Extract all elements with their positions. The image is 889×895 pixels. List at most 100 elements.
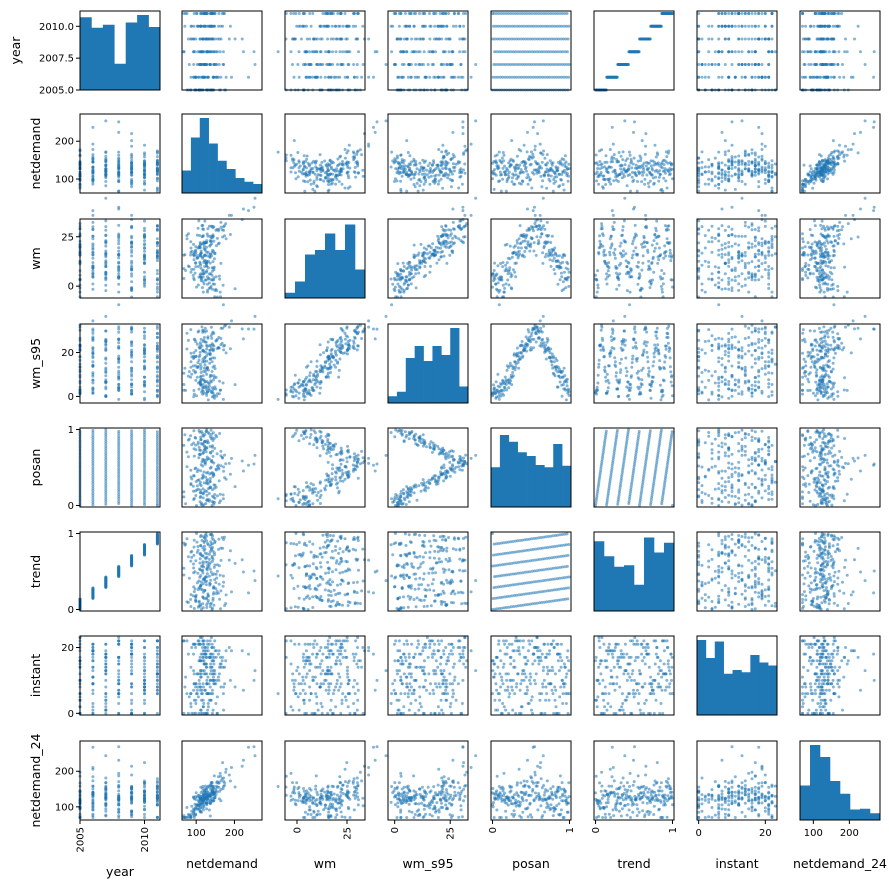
scatter-point (463, 162, 467, 166)
scatter-point (617, 160, 621, 164)
scatter-point (518, 163, 522, 167)
scatter-point (707, 265, 711, 269)
scatter-point (452, 227, 456, 231)
scatter-point (461, 205, 465, 209)
scatter-point (553, 63, 557, 66)
scatter-point (623, 240, 627, 244)
scatter-point (510, 255, 514, 259)
scatter-point (824, 37, 828, 41)
scatter-point (763, 254, 767, 258)
scatter-point (91, 220, 95, 224)
scatter-point (355, 75, 359, 79)
scatter-point (143, 234, 146, 238)
scatter-point (192, 276, 196, 280)
scatter-point (606, 171, 610, 174)
scatter-point (743, 63, 747, 66)
scatter-point (552, 256, 556, 260)
scatter-point (763, 178, 767, 182)
scatter-point (621, 249, 625, 253)
scatter-point (531, 225, 535, 229)
scatter-point (331, 161, 335, 165)
scatter-point (849, 148, 853, 151)
scatter-point (510, 37, 514, 41)
scatter-point (644, 144, 648, 148)
scatter-point (408, 261, 412, 264)
scatter-point (515, 239, 519, 243)
scatter-point (757, 264, 761, 268)
scatter-point (247, 209, 250, 213)
scatter-point (460, 182, 464, 186)
scatter-point (414, 12, 418, 15)
scatter-point (428, 75, 432, 79)
panel-wm-vs-wm_s95 (387, 196, 478, 307)
scatter-point (394, 167, 398, 171)
scatter-point (723, 139, 727, 143)
scatter-point (815, 37, 819, 41)
scatter-point (155, 272, 159, 276)
scatter-point (326, 37, 330, 41)
scatter-point (437, 179, 441, 183)
scatter-point (442, 173, 446, 177)
scatter-point (428, 161, 432, 165)
scatter-point (700, 251, 704, 255)
scatter-point (429, 254, 433, 258)
scatter-point (770, 175, 774, 179)
scatter-point (817, 261, 821, 265)
scatter-point (737, 24, 741, 28)
scatter-point (624, 252, 628, 256)
scatter-point (872, 125, 876, 129)
scatter-point (458, 37, 462, 41)
scatter-point (448, 245, 452, 249)
scatter-point (808, 164, 812, 168)
scatter-point (856, 151, 860, 155)
scatter-point (602, 174, 606, 178)
scatter-point (558, 278, 562, 282)
scatter-point (611, 160, 615, 164)
scatter-point (91, 234, 95, 238)
scatter-point (210, 12, 214, 15)
scatter-point (214, 75, 218, 79)
scatter-point (809, 233, 813, 237)
scatter-point (516, 167, 520, 171)
scatter-point (817, 272, 821, 276)
scatter-point (829, 266, 833, 270)
scatter-point (806, 179, 810, 183)
scatter-point (337, 180, 341, 184)
scatter-point (831, 155, 835, 159)
scatter-point (757, 172, 761, 176)
scatter-point (522, 63, 526, 66)
scatter-point (319, 178, 323, 182)
scatter-point (155, 189, 159, 193)
scatter-point (559, 266, 563, 270)
scatter-point (536, 37, 540, 41)
scatter-point (601, 234, 605, 237)
scatter-point (723, 63, 727, 66)
scatter-point (608, 177, 612, 181)
scatter-point (621, 150, 625, 154)
scatter-point (528, 227, 531, 231)
scatter-point (600, 148, 604, 152)
scatter-point (727, 149, 731, 153)
scatter-point (185, 234, 189, 237)
scatter-point (130, 132, 134, 136)
scatter-point (215, 236, 219, 240)
scatter-point (648, 179, 652, 183)
scatter-point (331, 50, 334, 54)
scatter-point (640, 180, 644, 184)
scatter-point (717, 63, 721, 66)
scatter-point (221, 303, 225, 307)
scatter-point (838, 75, 842, 79)
scatter-point (707, 177, 711, 181)
scatter-point (650, 173, 654, 177)
scatter-point (441, 167, 445, 171)
scatter-point (117, 268, 121, 272)
scatter-point (540, 232, 544, 236)
scatter-point (493, 37, 497, 41)
scatter-point (840, 228, 844, 232)
scatter-point (495, 287, 499, 291)
scatter-point (448, 253, 452, 257)
scatter-point (723, 12, 727, 15)
scatter-point (720, 180, 724, 183)
scatter-point (440, 225, 444, 229)
scatter-point (628, 150, 631, 154)
